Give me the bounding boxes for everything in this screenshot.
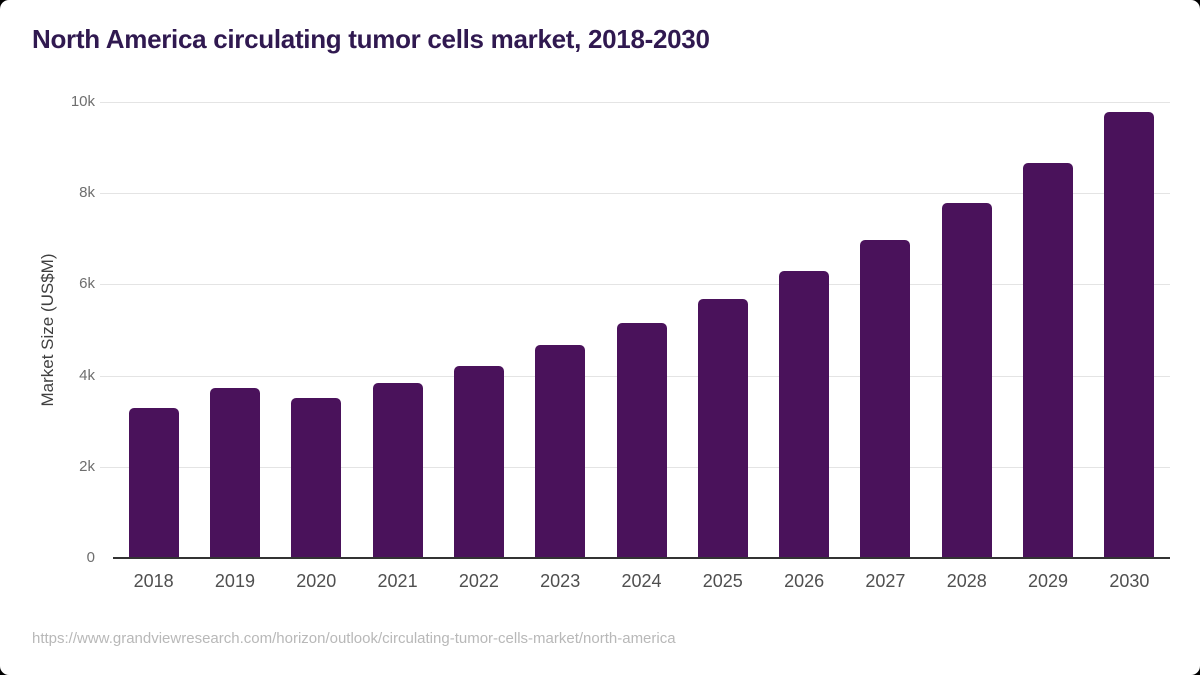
x-tick-label-2024: 2024 [621,571,662,591]
y-tick-label-2k: 2k [79,457,95,475]
x-tick-label-2026: 2026 [784,571,825,591]
bar-2026[interactable] [779,270,830,558]
bar-2022[interactable] [453,366,504,558]
x-tick-label-2022: 2022 [458,571,499,591]
x-tick-label-2021: 2021 [377,571,418,591]
y-tick-label-4k: 4k [79,366,95,384]
x-tick-label-2029: 2029 [1028,571,1069,591]
chart-title: North America circulating tumor cells ma… [32,24,710,54]
bar-2024[interactable] [616,323,667,558]
bar-2028[interactable] [941,203,992,558]
x-tick-label-2027: 2027 [865,571,906,591]
source-url: https://www.grandviewresearch.com/horizo… [32,630,676,647]
bar-2020[interactable] [291,398,342,558]
x-tick-label-2018: 2018 [133,571,174,591]
bar-2027[interactable] [860,239,911,558]
y-tick-label-8k: 8k [79,184,95,202]
x-tick-label-2023: 2023 [540,571,581,591]
bar-2021[interactable] [372,383,423,558]
bar-2025[interactable] [697,298,748,558]
x-tick-label-2019: 2019 [214,571,255,591]
y-tick-label-10k: 10k [70,93,95,110]
bar-2029[interactable] [1023,163,1074,558]
bar-2018[interactable] [128,407,179,558]
x-tick-label-2030: 2030 [1109,571,1150,591]
y-tick-label-0: 0 [86,549,95,566]
y-tick-label-6k: 6k [79,275,95,293]
bar-2030[interactable] [1104,112,1155,558]
bar-2023[interactable] [535,345,586,558]
plot-area[interactable]: 0 2k 4k 6k 8k 10k 2018 2019 2020 2021 2022 2023 2024… [71,93,1170,591]
x-tick-label-2020: 2020 [296,571,337,591]
x-tick-label-2025: 2025 [702,571,743,591]
bar-2019[interactable] [209,388,260,558]
x-tick-label-2028: 2028 [946,571,987,591]
gridline-10k [100,102,1170,103]
x-axis-line [113,557,1170,559]
gridline-8k [100,193,1170,195]
gridline-6k [100,284,1170,286]
